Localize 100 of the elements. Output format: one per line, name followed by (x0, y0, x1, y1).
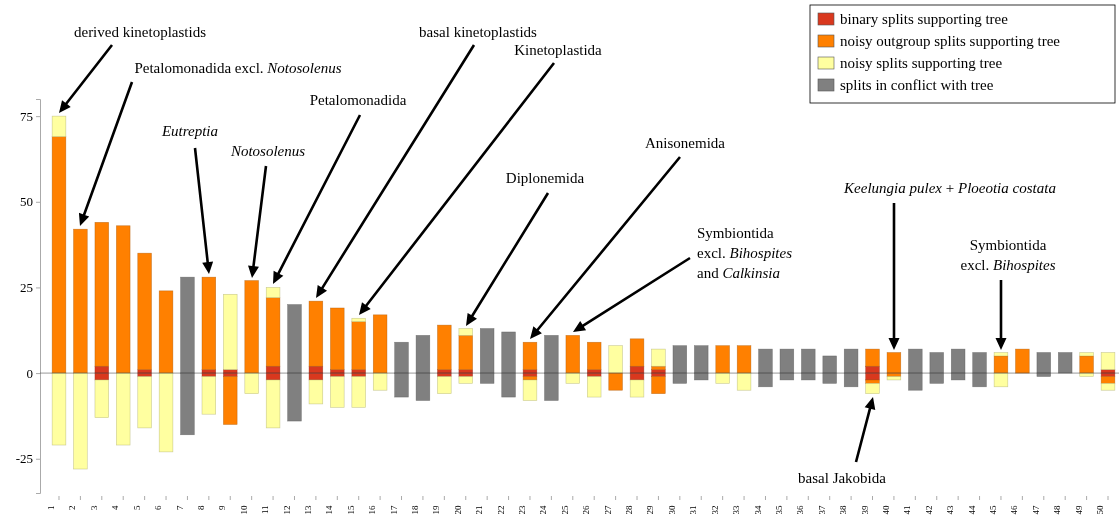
bar (715, 372, 730, 384)
bar (1100, 383, 1116, 391)
text: basal kinetoplastids (419, 24, 538, 40)
bar (116, 372, 131, 446)
bar (629, 338, 645, 367)
y-tick-label: 0 (26, 365, 33, 381)
annotation: basal Jakobida (798, 470, 887, 486)
x-tick-label: 17 (388, 504, 399, 515)
bar (843, 348, 859, 374)
x-tick-label: 5 (131, 504, 142, 510)
bar (116, 225, 131, 374)
bar (587, 341, 602, 370)
bar (544, 372, 559, 401)
bar (158, 372, 174, 453)
x-tick-label: 4 (110, 504, 121, 510)
bar (758, 372, 773, 388)
x-tick-label: 2 (67, 505, 78, 510)
x-tick-label: 21 (474, 505, 485, 515)
x-tick-label: 3 (88, 504, 99, 510)
bar (801, 348, 816, 374)
bar (223, 293, 238, 370)
bar (94, 222, 109, 367)
bar (372, 314, 388, 374)
bar (501, 372, 516, 398)
x-tick-label: 47 (1030, 504, 1041, 515)
legend-label: binary splits supporting tree (840, 11, 1009, 27)
bar (1036, 352, 1051, 374)
x-tick-label: 8 (195, 504, 206, 510)
bar (458, 335, 473, 370)
x-tick-label: 28 (624, 504, 635, 515)
x-tick-label: 13 (302, 504, 313, 515)
bar (587, 376, 602, 398)
bar (929, 352, 944, 374)
bar (287, 372, 302, 422)
bar (180, 276, 195, 374)
x-tick-label: 26 (581, 504, 592, 515)
bar (201, 376, 216, 415)
x-tick-label: 12 (281, 505, 292, 515)
bar (522, 341, 538, 370)
annotation: Notosolenus (229, 143, 306, 159)
annotation: Anisonemida (645, 135, 726, 151)
x-tick-label: 9 (217, 504, 228, 510)
bar (137, 376, 152, 429)
bar (908, 348, 923, 374)
x-tick-label: 16 (367, 504, 378, 515)
annotation: Symbiontida excl. Bihospites and Calkinsia (697, 225, 793, 281)
x-tick-label: 32 (709, 505, 720, 515)
bar (843, 372, 859, 388)
bar (672, 372, 687, 384)
bar (736, 372, 752, 391)
x-tick-label: 23 (517, 504, 528, 515)
bar (223, 376, 238, 425)
x-tick-label: 18 (409, 504, 420, 515)
bar (351, 321, 366, 370)
bar (608, 345, 623, 374)
annotation: Keelungia pulex + Ploeotia costata (843, 180, 1056, 196)
bar (158, 290, 174, 374)
text: derived kinetoplastids (73, 24, 207, 40)
x-tick-label: 40 (880, 504, 891, 515)
x-tick-label: 19 (431, 504, 442, 515)
x-tick-label: 48 (1052, 504, 1063, 515)
bar (458, 376, 473, 384)
x-tick-label: 50 (1095, 504, 1106, 515)
bar (137, 252, 152, 370)
bar (736, 345, 752, 374)
bar (993, 352, 1009, 357)
bar (351, 317, 366, 322)
text: Petalomonadida excl. Notosolenus (134, 60, 342, 76)
bar (244, 372, 259, 394)
text: Kinetoplastida (514, 42, 603, 58)
bar (94, 379, 109, 418)
annotation: Diplonemida (505, 170, 585, 186)
annotation: Petalomonadida (309, 92, 407, 108)
bar (865, 383, 880, 394)
y-tick-label: 75 (20, 108, 33, 124)
annotation: Eutreptia (160, 123, 219, 139)
x-tick-label: 34 (752, 504, 763, 515)
x-tick-label: 38 (838, 504, 849, 515)
bar (865, 379, 880, 384)
bar (330, 376, 345, 408)
bar (415, 372, 431, 401)
x-tick-label: 20 (452, 504, 463, 515)
bar (351, 376, 366, 408)
bar (51, 372, 67, 446)
bar (308, 300, 324, 367)
bar (865, 348, 880, 367)
x-tick-label: 14 (324, 504, 335, 515)
bar (779, 348, 795, 374)
x-tick-label: 42 (923, 505, 934, 515)
x-tick-label: 10 (238, 504, 249, 515)
x-tick-label: 1 (46, 505, 57, 510)
bar (180, 372, 195, 436)
y-tick-label: -25 (15, 451, 33, 467)
x-tick-label: 29 (645, 504, 656, 515)
bar (73, 372, 88, 470)
bar (629, 379, 645, 398)
bar (51, 136, 67, 374)
bar (1058, 352, 1073, 374)
bar (265, 297, 281, 367)
annotation: Symbiontida excl. Bihospites (960, 237, 1056, 273)
